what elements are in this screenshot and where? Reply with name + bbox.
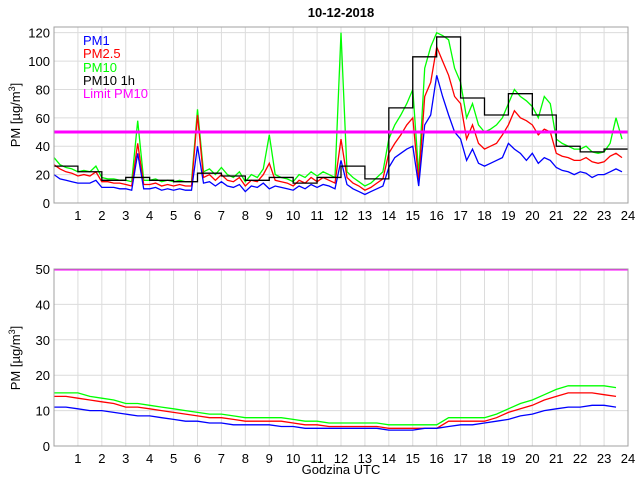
top-plot: PM [µg/m3] PM1 PM2.5 PM10 PM10 1h Limit … [7, 26, 635, 223]
x-tick-label: 12 [334, 208, 348, 223]
x-tick-label: 15 [406, 451, 420, 466]
legend-pm25: PM2.5 [83, 46, 121, 61]
x-tick-label: 9 [266, 208, 273, 223]
x-tick-label: 23 [597, 451, 611, 466]
x-tick-label: 23 [597, 208, 611, 223]
x-tick-label: 2 [98, 208, 105, 223]
x-tick-label: 7 [218, 208, 225, 223]
x-tick-label: 4 [146, 451, 153, 466]
series-pm1 [54, 404, 617, 431]
x-tick-label: 19 [501, 451, 515, 466]
x-tick-label: 16 [429, 208, 443, 223]
x-tick-label: 1 [74, 208, 81, 223]
x-tick-label: 18 [477, 208, 491, 223]
plot-frame [53, 26, 629, 204]
top-y-axis-label: PM [µg/m3] [7, 83, 23, 148]
x-tick-label: 18 [477, 451, 491, 466]
series-pm2-5 [54, 44, 623, 191]
x-tick-label: 4 [146, 208, 153, 223]
x-tick-label: 17 [453, 208, 467, 223]
y-tick-label: 100 [28, 54, 50, 69]
x-tick-label: 17 [453, 451, 467, 466]
x-tick-label: 19 [501, 208, 515, 223]
x-tick-label: 3 [122, 451, 129, 466]
x-tick-label: 21 [549, 208, 563, 223]
x-tick-label: 6 [194, 451, 201, 466]
y-tick-label: 10 [36, 404, 50, 419]
legend: PM1 PM2.5 PM10 PM10 1h Limit PM10 [83, 33, 148, 101]
x-tick-label: 1 [74, 451, 81, 466]
x-tick-label: 3 [122, 208, 129, 223]
y-tick-label: 80 [36, 82, 50, 97]
x-tick-label: 10 [286, 451, 300, 466]
series-pm10-1h [54, 36, 628, 184]
series-layer [54, 269, 628, 431]
x-tick-label: 7 [218, 451, 225, 466]
y-tick-label: 40 [36, 139, 50, 154]
y-tick-label: 0 [43, 196, 50, 211]
series-layer [54, 31, 628, 196]
x-axis-label: Godzina UTC [302, 462, 381, 477]
series-pm10 [54, 385, 617, 426]
x-tick-label: 20 [525, 208, 539, 223]
x-tick-label: 22 [573, 451, 587, 466]
y-tick-label: 50 [36, 262, 50, 277]
legend-pm1: PM1 [83, 33, 110, 48]
y-tick-label: 40 [36, 297, 50, 312]
legend-pm10-1h: PM10 1h [83, 73, 135, 88]
y-tick-label: 20 [36, 168, 50, 183]
x-tick-label: 14 [382, 208, 396, 223]
grid [54, 268, 629, 447]
series-pm2-5 [54, 392, 617, 429]
y-tick-label: 0 [43, 439, 50, 454]
x-tick-label: 2 [98, 451, 105, 466]
y-tick-label: 120 [28, 26, 50, 41]
x-tick-label: 21 [549, 451, 563, 466]
x-tick-label: 11 [310, 451, 324, 466]
series-pm10 [54, 31, 623, 187]
x-tick-label: 8 [242, 451, 249, 466]
x-tick-label: 24 [621, 451, 635, 466]
x-tick-label: 12 [334, 451, 348, 466]
x-tick-label: 8 [242, 208, 249, 223]
x-tick-label: 11 [310, 208, 324, 223]
x-tick-label: 22 [573, 208, 587, 223]
y-tick-label: 60 [36, 111, 50, 126]
x-tick-label: 5 [170, 451, 177, 466]
series-pm1 [54, 75, 623, 196]
x-tick-label: 24 [621, 208, 635, 223]
x-tick-label: 9 [266, 451, 273, 466]
legend-pm10: PM10 [83, 60, 117, 75]
y-tick-label: 30 [36, 333, 50, 348]
x-tick-label: 13 [358, 208, 372, 223]
chart-title: 10-12-2018 [308, 5, 375, 20]
x-tick-label: 6 [194, 208, 201, 223]
y-tick-label: 20 [36, 368, 50, 383]
x-tick-label: 5 [170, 208, 177, 223]
bottom-plot: PM [µg/m3] Godzina UTC 1 2 3 4 5 6 7 8 9 10 11 12 13… [7, 262, 635, 477]
legend-limit-pm10: Limit PM10 [83, 86, 148, 101]
bottom-y-axis-label: PM [µg/m3] [7, 326, 23, 391]
x-tick-label: 16 [429, 451, 443, 466]
x-tick-label: 14 [382, 451, 396, 466]
x-tick-label: 13 [358, 451, 372, 466]
plot-frame [53, 268, 629, 447]
x-tick-label: 15 [406, 208, 420, 223]
x-tick-label: 20 [525, 451, 539, 466]
x-tick-label: 10 [286, 208, 300, 223]
